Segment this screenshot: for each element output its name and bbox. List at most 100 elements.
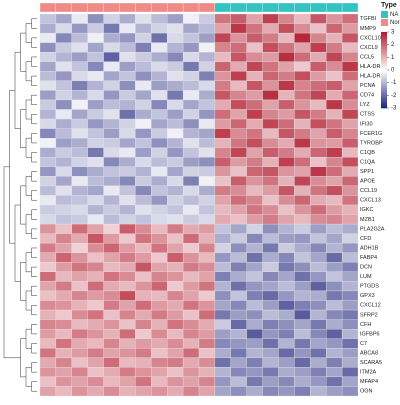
heatmap-cell	[119, 23, 136, 34]
heatmap-cell	[230, 80, 247, 91]
heatmap-cell	[71, 23, 88, 34]
heatmap-cell	[198, 166, 216, 177]
heatmap-cell	[310, 80, 327, 91]
heatmap-cell	[262, 223, 279, 234]
heatmap-cell	[278, 61, 295, 72]
heatmap-cell	[119, 348, 136, 358]
row-label: ABCA8	[360, 350, 378, 356]
heatmap-cell	[214, 80, 231, 91]
dendrogram-branch	[25, 99, 32, 120]
heatmap-cell	[103, 233, 120, 244]
heatmap-cell	[182, 252, 200, 263]
heatmap-cell	[326, 357, 343, 368]
heatmap-cell	[55, 13, 72, 24]
heatmap-cell	[55, 262, 72, 272]
heatmap-cell	[262, 281, 279, 292]
heatmap-cell	[103, 71, 120, 82]
colorbar-segment	[381, 59, 387, 62]
heatmap-cell	[71, 42, 88, 53]
heatmap-cell	[278, 157, 295, 167]
heatmap-cell	[214, 223, 231, 234]
dendrogram-branch	[31, 114, 37, 125]
colorbar-segment	[381, 83, 387, 86]
heatmap-cell	[135, 23, 152, 34]
heatmap-cell	[246, 223, 263, 234]
heatmap-cell	[310, 281, 327, 292]
heatmap-cell	[198, 319, 216, 330]
heatmap-cell	[198, 42, 216, 53]
heatmap-cell	[198, 157, 216, 167]
heatmap-cell	[87, 376, 104, 387]
heatmap-cell	[182, 99, 200, 110]
heatmap-cell	[326, 252, 343, 263]
heatmap-cell	[294, 319, 311, 330]
heatmap-cell	[119, 185, 136, 196]
heatmap-cell	[326, 118, 343, 129]
colorbar-segment	[381, 95, 387, 97]
heatmap-cell	[294, 338, 311, 349]
heatmap-cell	[182, 223, 200, 234]
heatmap-cell	[310, 348, 327, 358]
heatmap-cell	[71, 71, 88, 82]
heatmap-cell	[167, 195, 184, 206]
row-label: CCL19	[360, 188, 377, 194]
heatmap-cell	[87, 338, 104, 349]
heatmap-cell	[341, 61, 359, 72]
heatmap-cell	[87, 367, 104, 378]
heatmap-cell	[326, 195, 343, 206]
heatmap-cell	[278, 42, 295, 53]
dendrogram-branch	[25, 367, 32, 387]
heatmap-cell	[198, 300, 216, 311]
colorbar-segment	[381, 67, 387, 70]
heatmap-cell	[310, 376, 327, 387]
heatmap-cell	[39, 147, 57, 158]
heatmap-cell	[326, 13, 343, 24]
dendrogram-branch	[31, 133, 37, 144]
heatmap-cell	[167, 52, 184, 62]
heatmap-cell	[103, 386, 120, 397]
heatmap-cell	[119, 147, 136, 158]
dendrogram-branch	[25, 214, 32, 234]
heatmap-cell	[294, 90, 311, 101]
heatmap-cell	[262, 319, 279, 330]
row-label: PTGDS	[360, 284, 379, 290]
heatmap-cell	[151, 309, 168, 320]
heatmap-cell	[326, 204, 343, 215]
heatmap-cell	[198, 290, 216, 301]
heatmap-cell	[71, 90, 88, 101]
heatmap-cell	[341, 71, 359, 82]
heatmap-cell	[167, 185, 184, 196]
heatmap-cell	[310, 99, 327, 110]
heatmap-cell	[135, 90, 152, 101]
heatmap-cell	[278, 357, 295, 368]
heatmap-cell	[214, 185, 231, 196]
row-label: CXCL13	[360, 198, 381, 204]
heatmap-cell	[246, 204, 263, 215]
annotation-cell	[246, 2, 263, 13]
heatmap-cell	[310, 233, 327, 244]
heatmap-cell	[278, 271, 295, 282]
heatmap-cell	[278, 223, 295, 234]
heatmap-cell	[341, 166, 359, 177]
row-label: C1QB	[360, 150, 375, 156]
heatmap-cell	[214, 128, 231, 139]
heatmap-cell	[87, 71, 104, 82]
heatmap-cell	[103, 137, 120, 148]
heatmap-cell	[198, 357, 216, 368]
heatmap-cell	[326, 309, 343, 320]
heatmap-cell	[214, 23, 231, 34]
heatmap-cell	[119, 52, 136, 62]
heatmap-cell	[294, 290, 311, 301]
heatmap-cell	[71, 204, 88, 215]
heatmap-cell	[55, 243, 72, 253]
heatmap-cell	[198, 90, 216, 101]
heatmap-cell	[198, 376, 216, 387]
heatmap-cell	[119, 367, 136, 378]
heatmap-cell	[87, 386, 104, 397]
heatmap-cell	[71, 300, 88, 311]
heatmap-cell	[39, 157, 57, 167]
heatmap-cell	[326, 185, 343, 196]
heatmap-cell	[198, 52, 216, 62]
heatmap-cell	[246, 319, 263, 330]
